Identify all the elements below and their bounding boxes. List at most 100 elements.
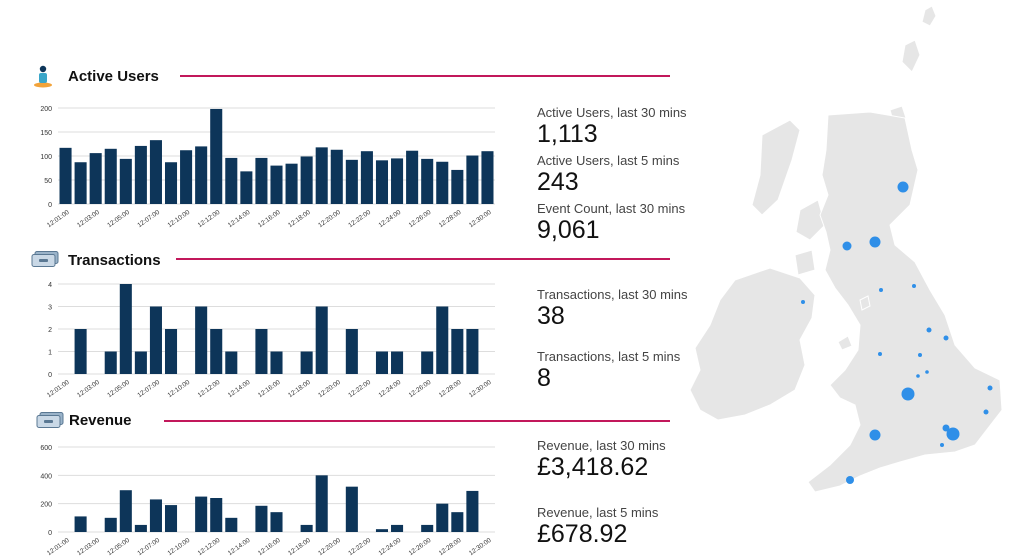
bar bbox=[255, 157, 268, 204]
x-tick-label: 12:20:00 bbox=[317, 209, 342, 229]
map-dot bbox=[901, 387, 915, 401]
metric-label: Active Users, last 30 mins bbox=[537, 105, 687, 120]
bar bbox=[466, 490, 479, 532]
x-tick-label: 12:07:00 bbox=[136, 379, 161, 399]
bar bbox=[195, 306, 208, 374]
y-tick-label: 150 bbox=[40, 130, 52, 137]
divider-transactions bbox=[176, 258, 670, 260]
x-tick-label: 12:26:00 bbox=[408, 537, 433, 557]
bar bbox=[149, 140, 162, 204]
metric-label: Transactions, last 30 mins bbox=[537, 287, 688, 302]
section-title-revenue: Revenue bbox=[69, 412, 132, 429]
map-dot bbox=[846, 476, 854, 484]
x-tick-label: 12:20:00 bbox=[317, 537, 342, 557]
map-dot bbox=[987, 385, 993, 391]
bar bbox=[270, 351, 283, 374]
x-tick-label: 12:05:00 bbox=[106, 379, 131, 399]
x-tick-label: 12:12:00 bbox=[197, 209, 222, 229]
map-dot bbox=[912, 284, 916, 288]
x-tick-label: 12:14:00 bbox=[227, 537, 252, 557]
map-island bbox=[837, 335, 853, 351]
x-tick-label: 12:03:00 bbox=[76, 379, 101, 399]
divider-active-users bbox=[180, 75, 670, 77]
metric-revenue-5: Revenue, last 5 mins £678.92 bbox=[537, 505, 658, 549]
bar bbox=[375, 529, 389, 532]
bar bbox=[300, 351, 313, 374]
bar bbox=[119, 158, 132, 204]
bar bbox=[315, 475, 328, 532]
section-title-active-users: Active Users bbox=[68, 68, 159, 85]
bar bbox=[255, 505, 268, 532]
x-tick-label: 12:22:00 bbox=[347, 537, 372, 557]
section-title-transactions: Transactions bbox=[68, 252, 161, 269]
x-tick-label: 12:30:00 bbox=[468, 379, 493, 399]
bar bbox=[240, 171, 253, 204]
map-dot bbox=[878, 352, 882, 356]
bar bbox=[436, 503, 449, 532]
metric-label: Event Count, last 30 mins bbox=[537, 201, 686, 216]
map-dot bbox=[926, 327, 932, 333]
bar bbox=[134, 524, 147, 532]
x-tick-label: 12:14:00 bbox=[227, 209, 252, 229]
bar bbox=[119, 490, 132, 532]
bar bbox=[466, 155, 479, 204]
bar bbox=[149, 306, 162, 374]
bar bbox=[391, 351, 404, 374]
x-tick-label: 12:18:00 bbox=[287, 379, 312, 399]
bar bbox=[451, 512, 464, 532]
map-dot bbox=[916, 374, 920, 378]
x-tick-label: 12:05:00 bbox=[106, 209, 131, 229]
map-dot bbox=[801, 300, 805, 304]
x-tick-label: 12:10:00 bbox=[166, 537, 191, 557]
bar bbox=[255, 329, 268, 374]
bar bbox=[391, 158, 404, 204]
bar bbox=[345, 486, 358, 532]
bar bbox=[134, 145, 147, 204]
x-tick-label: 12:16:00 bbox=[257, 537, 282, 557]
bar bbox=[195, 496, 208, 532]
bar bbox=[195, 146, 208, 204]
y-tick-label: 200 bbox=[40, 106, 52, 113]
x-tick-label: 12:18:00 bbox=[287, 209, 312, 229]
active-users-chart: 0 50 100 150 200 12:01:00 12:03:00 12:05:00 12:0… bbox=[28, 100, 500, 240]
x-tick-label: 12:12:00 bbox=[197, 537, 222, 557]
x-tick-label: 12:20:00 bbox=[317, 379, 342, 399]
bar bbox=[315, 147, 328, 204]
bar bbox=[315, 306, 328, 374]
x-tick-label: 12:24:00 bbox=[377, 379, 402, 399]
map-dot bbox=[918, 353, 922, 357]
x-tick-label: 12:01:00 bbox=[46, 537, 71, 557]
metric-event-count-30: Event Count, last 30 mins 9,061 bbox=[537, 201, 685, 245]
bar bbox=[345, 329, 358, 374]
bar bbox=[225, 157, 238, 204]
map-dot bbox=[925, 370, 929, 374]
person-icon bbox=[34, 65, 52, 88]
y-tick-label: 0 bbox=[48, 372, 52, 379]
bar bbox=[330, 149, 343, 204]
y-tick-label: 600 bbox=[40, 445, 52, 452]
bar bbox=[406, 150, 419, 204]
bar bbox=[466, 329, 479, 374]
x-tick-label: 12:07:00 bbox=[136, 209, 161, 229]
metric-active-users-5: Active Users, last 5 mins 243 bbox=[537, 153, 679, 197]
y-tick-label: 400 bbox=[40, 473, 52, 480]
map-dot bbox=[842, 241, 852, 251]
x-tick-label: 12:22:00 bbox=[347, 379, 372, 399]
y-tick-label: 0 bbox=[48, 530, 52, 537]
bar bbox=[421, 524, 434, 532]
bar bbox=[210, 498, 223, 532]
y-tick-label: 1 bbox=[48, 350, 52, 357]
uk-users-map bbox=[689, 5, 1003, 493]
map-island bbox=[751, 119, 801, 216]
bar bbox=[74, 516, 87, 532]
x-tick-label: 12:10:00 bbox=[166, 379, 191, 399]
bar bbox=[270, 165, 283, 204]
map-dot bbox=[943, 335, 949, 341]
bar bbox=[74, 329, 87, 374]
metric-value: 1,113 bbox=[537, 120, 598, 148]
bar bbox=[119, 284, 132, 374]
bar bbox=[421, 351, 434, 374]
bar bbox=[391, 524, 404, 532]
x-tick-label: 12:24:00 bbox=[377, 209, 402, 229]
bar bbox=[451, 329, 464, 374]
